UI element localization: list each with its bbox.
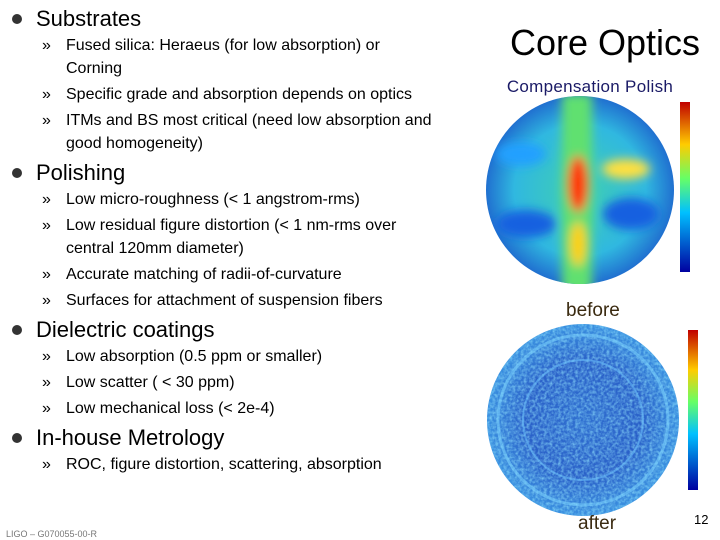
item-text: good homogeneity) xyxy=(66,135,203,152)
sub-item: » Accurate matching of radii-of-curvature xyxy=(0,263,480,286)
image-caption: after xyxy=(578,513,617,534)
section: Polishing » Low micro-roughness (< 1 angst… xyxy=(0,158,480,312)
sub-bullet: » xyxy=(42,348,51,365)
section: In-house Metrology » ROC, figure distortio… xyxy=(0,423,480,476)
sub-bullet: » xyxy=(42,37,51,54)
sub-item: » Specific grade and absorption depends o… xyxy=(0,83,480,106)
slide-title: Core Optics xyxy=(509,22,701,63)
bullet-list: Substrates » Fused silica: Heraeus (for lo… xyxy=(0,4,480,479)
item-text: Specific grade and absorption depends on… xyxy=(66,86,413,103)
item-text: Low absorption (0.5 ppm or smaller) xyxy=(66,348,323,365)
sub-item: » Low absorption (0.5 ppm or smaller) xyxy=(0,345,480,368)
section-heading: Dielectric coatings xyxy=(0,315,480,345)
section: Dielectric coatings » Low absorption (0.5 … xyxy=(0,315,480,420)
sub-item: » ITMs and BS most critical (need low abs… xyxy=(0,109,480,155)
item-text: Fused silica: Heraeus (for low absorptio… xyxy=(66,37,380,54)
sub-item: » Low scatter ( < 30 ppm) xyxy=(0,371,480,394)
sub-bullet: » xyxy=(42,292,51,309)
item-text: Low residual figure distortion (< 1 nm-r… xyxy=(66,217,397,234)
item-text: Low micro-roughness (< 1 angstrom-rms) xyxy=(66,191,360,208)
item-text: ROC, figure distortion, scattering, abso… xyxy=(66,456,382,473)
item-text: Low mechanical loss (< 2e-4) xyxy=(66,400,275,417)
section: Substrates » Fused silica: Heraeus (for lo… xyxy=(0,4,480,155)
footer: LIGO – G070055-00-R xyxy=(6,529,98,539)
sub-bullet: » xyxy=(42,374,51,391)
item-text: Corning xyxy=(66,60,123,77)
sub-item: » Low residual figure distortion (< 1 nm-… xyxy=(0,214,480,260)
sub-bullet: » xyxy=(42,456,51,473)
page-number: 12 xyxy=(694,512,709,527)
heading-text: In-house Metrology xyxy=(36,425,225,450)
heading-text: Substrates xyxy=(36,6,142,31)
sub-item: » Low mechanical loss (< 2e-4) xyxy=(0,397,480,420)
bullet xyxy=(12,433,22,443)
sub-bullet: » xyxy=(42,217,51,234)
after-map xyxy=(487,324,698,516)
sub-bullet: » xyxy=(42,191,51,208)
sub-item: » Surfaces for attachment of suspension f… xyxy=(0,289,480,312)
before-map xyxy=(486,96,690,284)
item-text: ITMs and BS most critical (need low abso… xyxy=(66,112,432,129)
section-heading: In-house Metrology xyxy=(0,423,480,453)
sub-item: » Fused silica: Heraeus (for low absorpti… xyxy=(0,34,480,80)
bullet xyxy=(12,168,22,178)
bullet xyxy=(12,14,22,24)
sub-bullet: » xyxy=(42,86,51,103)
image-caption: before xyxy=(566,300,620,321)
item-text: Low scatter ( < 30 ppm) xyxy=(66,374,235,391)
item-text: central 120mm diameter) xyxy=(66,240,244,257)
sub-bullet: » xyxy=(42,266,51,283)
sub-bullet: » xyxy=(42,400,51,417)
section-heading: Polishing xyxy=(0,158,480,188)
item-text: Surfaces for attachment of suspension fi… xyxy=(66,292,383,309)
heading-text: Polishing xyxy=(36,160,126,185)
sub-item: » ROC, figure distortion, scattering, abs… xyxy=(0,453,480,476)
sub-bullet: » xyxy=(42,112,51,129)
slide-subtitle: Compensation Polish xyxy=(506,77,674,96)
bullet xyxy=(12,325,22,335)
section-heading: Substrates xyxy=(0,4,480,34)
sub-item: » Low micro-roughness (< 1 angstrom-rms) xyxy=(0,188,480,211)
item-text: Accurate matching of radii-of-curvature xyxy=(66,266,342,283)
heading-text: Dielectric coatings xyxy=(36,317,215,342)
